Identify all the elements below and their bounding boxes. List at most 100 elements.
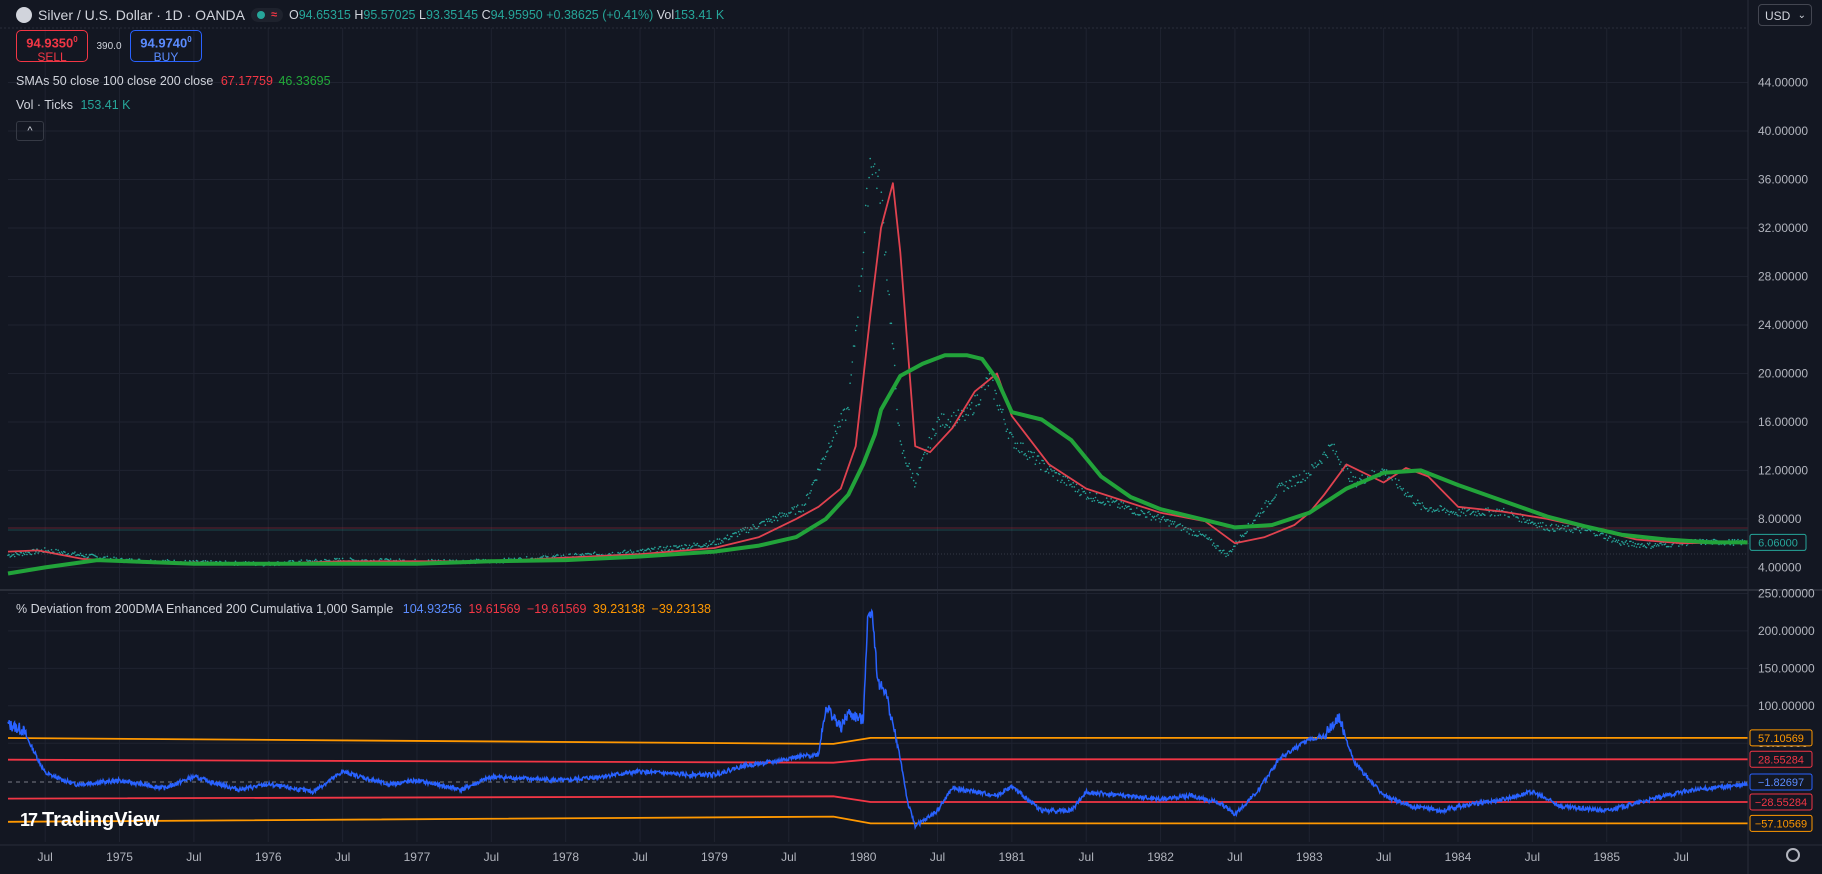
price-dot [1634,542,1637,545]
price-dot [1339,463,1341,466]
price-dot [867,205,869,207]
price-dot [1061,479,1063,482]
price-dot [1527,522,1530,525]
price-dot [1381,468,1383,470]
price-dot [1205,534,1207,536]
price-dot [1033,451,1035,454]
price-dot [832,436,835,439]
y-tick-label: 8.00000 [1758,512,1802,526]
price-dot [1461,508,1464,510]
price-dot [1295,475,1298,477]
price-dot [1550,523,1553,526]
price-dot [912,479,915,482]
price-dot [649,550,652,552]
price-dot [36,548,38,550]
price-dot [1136,507,1138,509]
price-dot [629,549,632,551]
price-dot [1616,541,1619,543]
price-dot [1059,473,1061,476]
price-dot [573,553,576,556]
symbol-title[interactable]: Silver / U.S. Dollar · 1D · OANDA [38,7,245,23]
price-dot [1484,514,1486,516]
price-dot [1111,501,1113,504]
price-dot [1534,522,1536,525]
price-dot [665,547,667,549]
deviation-legend[interactable]: % Deviation from 200DMA Enhanced 200 Cum… [16,602,711,616]
price-dot [1470,512,1473,515]
price-dot [764,524,767,526]
price-dot [1148,510,1150,513]
price-dot [705,542,707,545]
price-dot [751,528,753,530]
price-dot [1153,515,1156,518]
price-dot [1080,493,1082,496]
price-dot [1040,468,1042,471]
price-dot [1252,522,1254,525]
price-dot [1446,509,1448,512]
price-dot [1260,507,1263,510]
price-dot [958,418,961,421]
price-dot [1423,506,1426,509]
currency-select[interactable]: USD ⌄ [1758,4,1812,26]
price-dot [987,385,990,387]
sma-legend[interactable]: SMAs 50 close 100 close 200 close 67.177… [16,74,331,88]
price-dot [666,545,668,548]
price-dot [1521,515,1524,518]
collapse-legend-button[interactable]: ^ [16,121,44,141]
volume-legend[interactable]: Vol · Ticks 153.41 K [16,98,131,112]
price-dot [864,204,867,207]
price-dot [747,531,750,534]
price-dot [1067,479,1070,482]
price-dot [919,466,922,469]
price-dot [1071,486,1073,488]
symbol-header: Silver / U.S. Dollar · 1D · OANDA ≈ O94.… [16,7,724,23]
price-dot [1422,505,1425,507]
price-dot [1172,523,1175,525]
price-dot [950,415,953,417]
price-dot [1191,534,1194,536]
price-dot [1606,539,1609,541]
price-dot [1188,533,1190,535]
price-dot [1234,545,1236,547]
price-dot [1170,523,1173,525]
settings-icon[interactable] [1786,848,1800,862]
price-dot [1346,467,1349,470]
price-dot [89,553,92,556]
price-dot [1269,502,1272,505]
price-dot [897,422,899,424]
price-dot [1394,478,1397,480]
price-dot [1575,528,1577,530]
price-dot [1163,518,1166,521]
price-dot [647,547,649,550]
price-dot [380,558,383,560]
price-dot [84,556,86,558]
price-dot [632,551,635,553]
sell-button[interactable]: 94.93500 SELL [16,30,88,64]
price-dot [1062,475,1064,478]
price-dot [1186,531,1188,533]
price-dot [779,512,781,514]
price-dot [839,425,841,428]
price-dot [809,492,811,494]
price-dot [763,520,765,523]
x-tick-label: Jul [38,850,53,864]
buy-button[interactable]: 94.97400 BUY [130,30,202,64]
price-dot [1465,514,1467,517]
price-dot [1045,470,1048,473]
price-dot [1456,513,1458,516]
price-dot [966,407,968,409]
price-dot [808,497,810,499]
price-dot [974,394,976,397]
price-dot [767,518,770,520]
price-dot [1012,436,1014,438]
price-dot [1102,501,1105,503]
price-dot [1211,544,1214,546]
price-dot [1641,543,1643,545]
price-dot [34,552,36,555]
price-dot [713,540,715,542]
price-dot [892,347,895,350]
price-dot [1645,546,1648,549]
market-status[interactable]: ≈ [250,8,283,22]
price-dot [1685,544,1688,547]
